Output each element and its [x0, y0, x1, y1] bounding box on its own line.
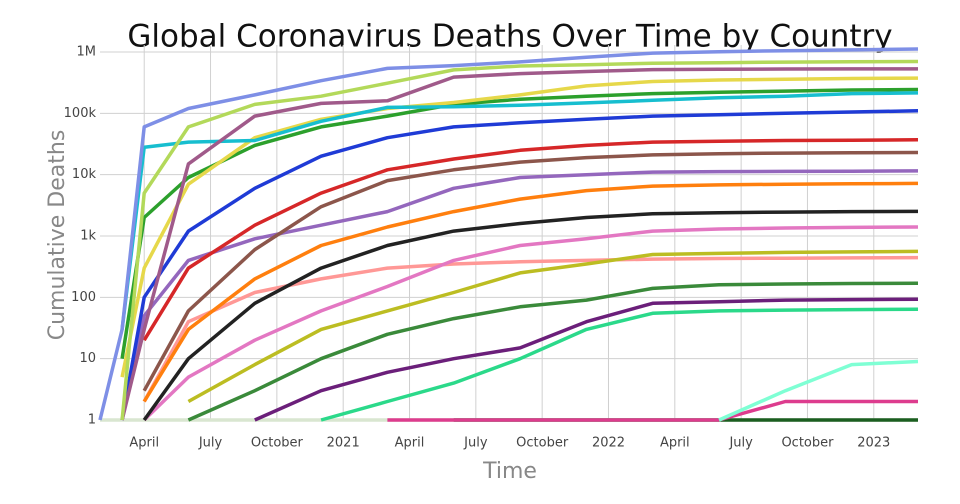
y-tick-label: 100k	[64, 106, 97, 121]
series-line	[120, 59, 919, 421]
x-tick-label: July	[728, 436, 753, 451]
series-line	[387, 399, 918, 422]
y-tick-label: 1M	[77, 44, 97, 59]
y-axis-label: Cumulative Deaths	[45, 130, 70, 341]
series-line	[120, 109, 919, 421]
x-tick-label: 2023	[857, 436, 890, 451]
x-tick-label: April	[129, 436, 159, 451]
series-line	[187, 249, 919, 404]
y-tick-label: 1k	[80, 228, 96, 243]
x-tick-label: July	[463, 436, 488, 451]
series-line	[254, 297, 919, 422]
y-tick-label: 10	[79, 351, 96, 366]
y-tick-label: 100	[71, 290, 96, 305]
series-line	[142, 225, 919, 422]
x-tick-label: July	[198, 436, 223, 451]
series-line	[120, 91, 919, 330]
series-line	[120, 87, 919, 359]
y-tick-label: 1	[88, 413, 96, 428]
x-tick-label: April	[395, 436, 425, 451]
series-line	[120, 169, 919, 421]
series-line	[142, 209, 919, 422]
x-tick-label: 2022	[592, 436, 625, 451]
series-line	[98, 47, 919, 421]
series-line	[718, 359, 919, 422]
x-tick-label: October	[781, 436, 834, 451]
series-line	[120, 67, 918, 421]
x-tick-label: April	[660, 436, 690, 451]
series-line	[142, 255, 919, 403]
series-line	[320, 307, 919, 422]
series-line	[142, 181, 919, 403]
x-axis-label: Time	[482, 459, 537, 484]
series-line	[120, 76, 919, 378]
series-line	[142, 138, 919, 342]
x-tick-label: October	[251, 436, 304, 451]
y-tick-label: 10k	[72, 167, 97, 182]
x-tick-label: 2021	[327, 436, 360, 451]
series-line	[187, 281, 919, 422]
x-tick-label: October	[516, 436, 569, 451]
series-line	[142, 150, 919, 392]
chart-title: Global Coronavirus Deaths Over Time by C…	[127, 19, 892, 55]
